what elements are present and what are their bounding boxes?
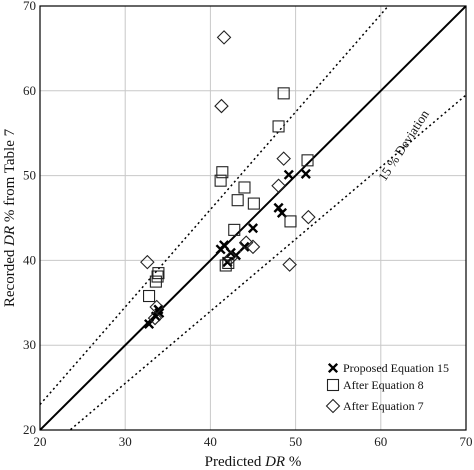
square-data-point [152,267,165,280]
square-data-point [231,194,244,207]
x-data-point [247,223,259,234]
legend-marker-proposed [327,362,339,374]
y-axis-label: Recorded DR % from Table 7 [2,128,18,307]
x-tick-label: 50 [289,434,302,449]
reference-lines [40,6,466,430]
x-tick-label: 20 [34,434,47,449]
x-data-point [283,169,294,180]
x-data-point [230,250,242,261]
square-data-point [277,87,290,100]
diamond-data-point [216,30,232,45]
legend-label-proposed: Proposed Equation 15 [343,361,449,375]
plot-frame [39,5,467,431]
square-data-point [301,154,314,167]
square-data-point [216,166,229,179]
square-legend-icon [326,378,340,392]
diamond-data-point [223,250,239,266]
y-tick-label: 20 [23,422,36,437]
diamond-data-point [238,235,254,250]
legend-marker-equation-8 [326,378,340,392]
diamond-data-point [301,209,316,225]
legend-label-equation-8: After Equation 8 [343,378,424,392]
y-tick-label: 40 [23,252,36,267]
diamond-data-point [271,178,286,194]
legend: Proposed Equation 15 After Equation 8 Af… [325,361,449,414]
y-tick-label: 50 [23,168,36,183]
x-data-point [300,168,311,179]
x-tick-label: 40 [204,434,217,449]
legend-label-equation-7: After Equation 7 [343,399,424,413]
square-data-point [214,174,227,187]
square-data-point [228,223,241,236]
y-tick-label: 30 [23,337,36,352]
x-tick-label: 70 [460,434,473,449]
x-tick-label: 30 [119,434,132,449]
lower-15-line [68,94,466,430]
x-data-point [222,257,233,268]
diamond-data-point [149,299,165,315]
diamond-data-point [147,310,163,326]
square-data-point [151,270,164,283]
diamond-data-point [140,254,155,270]
y-tick-label: 60 [23,83,36,98]
square-data-point [238,181,251,194]
legend-marker-equation-7 [325,398,341,414]
square-data-point [222,256,235,269]
diamond-data-point [214,98,229,114]
x-tick-label: 60 [374,434,387,449]
data-markers [140,30,316,330]
square-data-point [143,289,156,303]
x-data-point [218,240,230,251]
x-axis-label: Predicted DR % [205,454,302,470]
diamond-data-point [245,239,261,255]
square-data-point [247,197,260,210]
x-data-point [225,247,236,258]
square-data-point [284,215,297,228]
tick-labels: 20 30 40 50 60 70 20 30 40 50 60 70 [23,0,473,449]
x-data-point [154,307,165,319]
x-legend-icon [327,362,339,374]
square-data-point [272,120,285,133]
diamond-data-point [282,257,297,272]
diamond-legend-icon [325,398,341,414]
equality-line [40,6,466,430]
diamond-data-point [276,151,291,166]
y-tick-label: 70 [23,0,36,13]
